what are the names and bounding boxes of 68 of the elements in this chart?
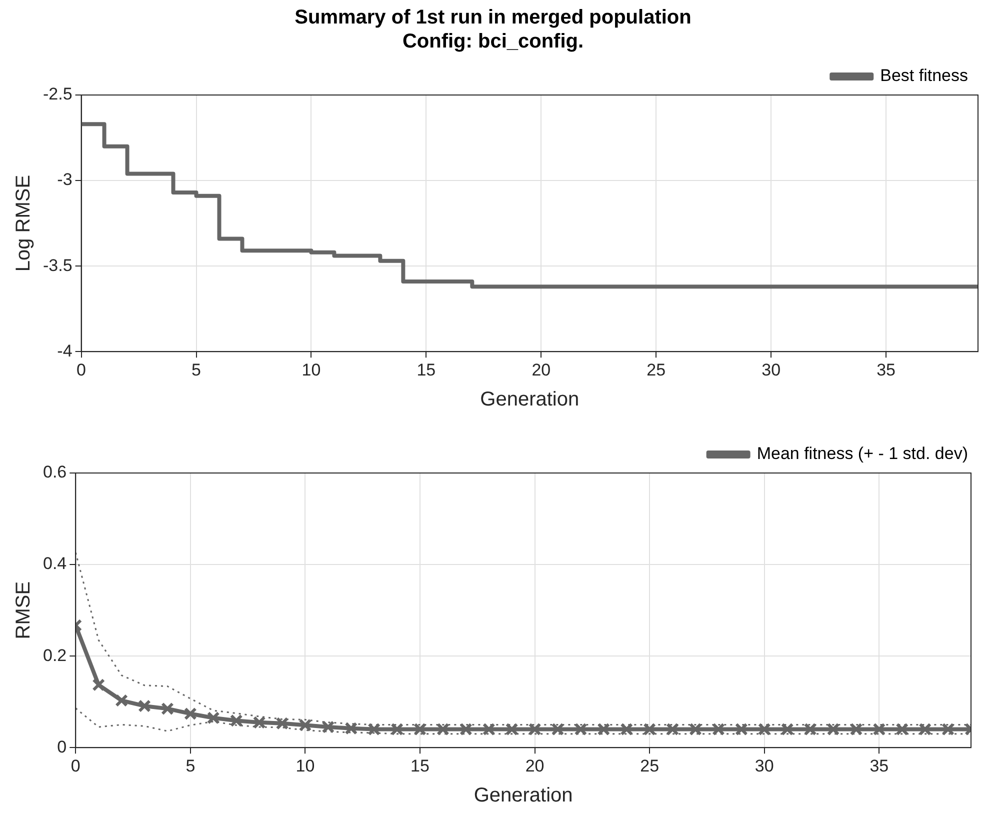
point <box>551 722 564 736</box>
x-tick-label: 30 <box>762 360 781 380</box>
x-tick-label: 5 <box>192 360 201 380</box>
point <box>206 711 220 724</box>
point <box>161 702 174 716</box>
x-tick-label: 25 <box>646 360 666 380</box>
point <box>734 722 748 736</box>
x-tick-label: 0 <box>76 360 86 380</box>
x-tick-label: 35 <box>876 360 896 380</box>
point <box>804 722 817 736</box>
point <box>712 722 725 736</box>
x-tick-label: 15 <box>416 360 436 380</box>
point <box>184 707 197 720</box>
point <box>850 722 863 736</box>
point <box>666 722 679 736</box>
x-axis-title: Generation <box>480 388 580 411</box>
point <box>826 722 840 736</box>
point <box>505 722 518 736</box>
point <box>230 714 243 728</box>
point <box>574 722 588 736</box>
point <box>689 722 702 736</box>
point <box>368 722 381 736</box>
point <box>276 716 289 730</box>
point <box>643 722 656 736</box>
point <box>872 722 886 736</box>
y-tick-label: 0.2 <box>42 646 67 665</box>
point <box>390 722 404 736</box>
point <box>482 722 496 736</box>
point <box>780 722 794 736</box>
y-tick-label: 0 <box>57 737 67 756</box>
point <box>918 722 932 736</box>
legend-label: Mean fitness (+ - 1 std. dev) <box>756 444 968 464</box>
x-tick-label: 20 <box>532 360 551 380</box>
point <box>92 678 106 692</box>
x-tick-label: 25 <box>640 756 660 776</box>
y-tick-label: -3.5 <box>42 256 72 275</box>
point <box>758 722 771 736</box>
y-tick-label: -2.5 <box>42 84 72 104</box>
point <box>115 694 128 707</box>
x-tick-label: 5 <box>186 756 196 776</box>
x-tick-label: 15 <box>410 756 430 776</box>
y-tick-label: 0.6 <box>42 462 67 482</box>
x-tick-label: 30 <box>754 756 774 776</box>
point <box>344 722 358 735</box>
y-axis-title: Log RMSE <box>12 174 35 272</box>
x-tick-label: 35 <box>870 756 889 776</box>
y-tick-label: -3 <box>57 170 72 190</box>
point <box>436 722 450 736</box>
x-tick-label: 10 <box>296 756 315 776</box>
legend-label: Best fitness <box>880 66 968 86</box>
y-axis-title: RMSE <box>12 581 35 640</box>
point <box>252 716 266 729</box>
x-tick-label: 10 <box>302 360 321 380</box>
point <box>597 722 610 736</box>
point <box>322 720 335 734</box>
point <box>138 700 151 712</box>
chart-title: Summary of 1st run in merged population Config: bci_config. <box>294 6 692 53</box>
point <box>459 722 472 736</box>
point <box>414 722 426 736</box>
y-tick-label: -4 <box>57 341 72 360</box>
point <box>620 722 634 736</box>
point <box>298 718 312 732</box>
x-tick-label: 20 <box>525 756 544 776</box>
y-tick-label: 0.4 <box>42 554 67 574</box>
point <box>528 722 542 736</box>
point <box>896 722 909 736</box>
x-axis-title: Generation <box>474 784 573 807</box>
point <box>942 722 954 736</box>
